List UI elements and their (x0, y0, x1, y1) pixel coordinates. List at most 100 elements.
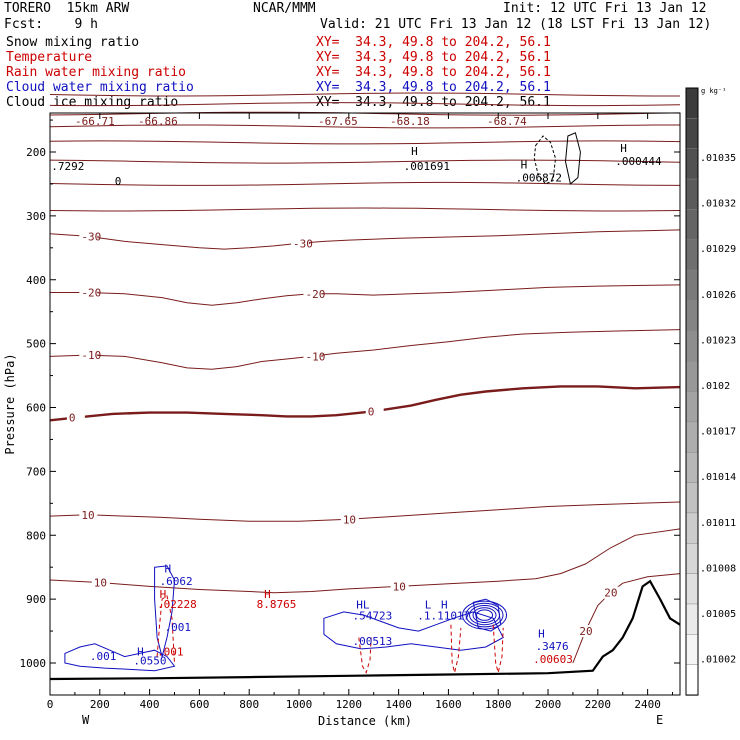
x-tick-label: 2000 (535, 698, 562, 711)
x-tick-label: 400 (140, 698, 160, 711)
top-temperature-value: -66.86 (138, 115, 178, 128)
y-tick-label: 200 (26, 146, 46, 159)
field-extremum-label: L (425, 599, 432, 612)
temperature-contour-label: 10 (343, 513, 356, 526)
colorbar-swatch (685, 512, 699, 545)
cloud-water-contour (472, 607, 497, 623)
temperature-contour-label: -30 (81, 230, 101, 243)
upper-contour-line (49, 181, 681, 186)
y-tick-label: 900 (26, 593, 46, 606)
colorbar-swatch (685, 421, 699, 453)
y-tick-label: 500 (26, 338, 46, 351)
temperature-contour (50, 284, 681, 306)
temperature-contour (49, 501, 681, 522)
label-background (79, 286, 98, 299)
temperature-contour (572, 573, 681, 664)
field-extremum-label: H (521, 159, 528, 172)
y-tick-label: 300 (26, 210, 46, 223)
rain-water-contour (358, 637, 372, 674)
field-xy-temperature: XY= 34.3, 49.8 to 204.2, 56.1 (316, 50, 551, 65)
temperature-contour-label: -20 (81, 287, 101, 300)
temperature-contour-label: 0 (368, 405, 375, 418)
temperature-contour-label: -30 (293, 237, 313, 250)
field-extremum-label: H (411, 145, 418, 158)
field-extremum-label: .006872 (516, 171, 562, 184)
x-tick-label: 1000 (286, 698, 313, 711)
label-background (79, 508, 98, 521)
field-extremum-label: .3476 (536, 640, 569, 653)
field-extremum-label: .001 (157, 645, 184, 658)
colorbar-swatch (685, 330, 699, 362)
field-name-temperature: Temperature (6, 50, 93, 65)
colorbar-swatch (685, 664, 699, 696)
temperature-contour (49, 528, 681, 594)
cloud-water-contour (469, 604, 501, 626)
field-extremum-label: .00513 (353, 635, 393, 648)
upper-contour-line (49, 102, 681, 107)
field-extremum-label: H (441, 599, 448, 612)
field-extremum-label: H (165, 562, 172, 575)
y-tick-label: 800 (26, 529, 46, 542)
forecast-hour: Fcst: 9 h (4, 17, 98, 32)
colorbar-frame (685, 87, 699, 696)
cloud-water-contour (64, 643, 176, 672)
temperature-contour-label: -10 (81, 349, 101, 362)
colorbar-label: .01023 (700, 335, 736, 346)
model-title: TORERO 15km ARW (4, 1, 130, 16)
cloud-water-contour (476, 609, 494, 621)
x-tick-label: 2200 (585, 698, 612, 711)
label-background (91, 576, 110, 589)
y-tick-label: 600 (26, 402, 46, 415)
label-background (602, 586, 621, 599)
field-extremum-label: .000444 (615, 155, 662, 168)
x-tick-label: 800 (239, 698, 259, 711)
x-right-endpoint-label: E (656, 713, 663, 727)
field-extremum-label: .54723 (353, 610, 393, 623)
init-time: Init: 12 UTC Fri 13 Jan 12 (503, 1, 707, 16)
field-extremum-label: .001 (90, 650, 117, 663)
temperature-contour-label: 10 (393, 580, 406, 593)
field-extremum-label: H (538, 627, 545, 640)
field-extremum-label: .7292 (51, 160, 84, 173)
top-temperature-value: -68.74 (487, 115, 527, 128)
field-extremum-label: H (620, 142, 627, 155)
temperature-contour (49, 329, 681, 370)
colorbar-swatch (685, 118, 699, 150)
cloud-water-contour (465, 602, 504, 628)
field-extremum-label: .001 (165, 621, 192, 634)
label-background (79, 230, 98, 243)
colorbar-label: .01026 (700, 290, 736, 301)
colorbar-label: .01017 (700, 427, 736, 438)
center-name: NCAR/MMM (253, 1, 316, 16)
colorbar-swatch (685, 391, 699, 423)
rain-water-contour (492, 624, 504, 673)
x-tick-label: 1200 (336, 698, 363, 711)
field-xy-snow: XY= 34.3, 49.8 to 204.2, 56.1 (316, 35, 551, 50)
valid-time: Valid: 21 UTC Fri 13 Jan 12 (18 LST Fri … (320, 17, 712, 32)
label-background (390, 580, 409, 593)
colorbar-label: .01008 (700, 563, 736, 574)
label-background (79, 349, 98, 362)
colorbar-swatch (685, 87, 699, 120)
cloud-water-contour (154, 565, 176, 659)
colorbar-label: .01011 (700, 518, 736, 529)
colorbar-label: .01005 (700, 609, 736, 620)
y-tick-label: 400 (26, 274, 46, 287)
plot-frame (49, 112, 681, 696)
top-temperature-value: -67.65 (318, 115, 358, 128)
label-background (303, 350, 322, 363)
colorbar-swatch (685, 148, 699, 180)
field-extremum-label: .6062 (160, 575, 193, 588)
field-extremum-label: H (160, 588, 167, 601)
upper-contour-line (49, 140, 681, 145)
x-tick-label: 0 (47, 698, 54, 711)
top-temperature-value: -66.71 (75, 115, 115, 128)
cloud-ice-contour (564, 132, 581, 185)
colorbar-swatch (685, 360, 699, 393)
temperature-contour-label: -20 (305, 288, 325, 301)
field-extremum-label: .02228 (157, 598, 197, 611)
temperature-contour-label: 10 (94, 577, 107, 590)
colorbar-swatch (685, 634, 699, 666)
label-background (303, 287, 322, 300)
x-axis-label: Distance (km) (318, 714, 412, 728)
